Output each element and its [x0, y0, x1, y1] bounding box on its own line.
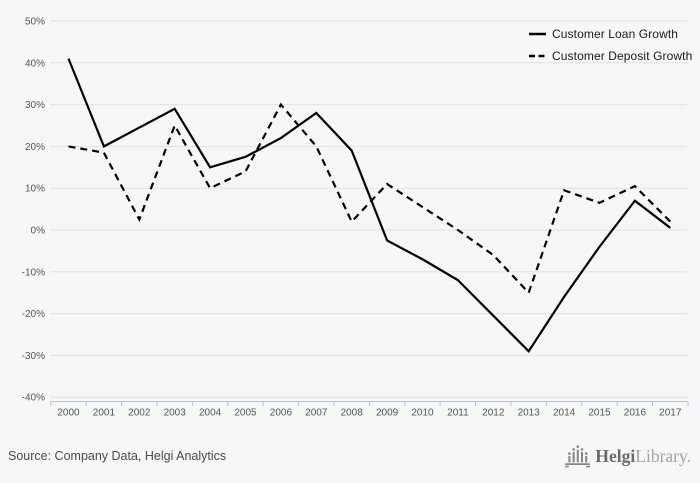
gridlines — [50, 20, 688, 398]
dashed-line-sample-icon — [529, 54, 546, 58]
solid-line-sample-icon — [529, 32, 546, 36]
x-tick-label: 2015 — [588, 408, 611, 419]
x-tick-label: 2004 — [199, 408, 222, 419]
legend-label-deposit-growth: Customer Deposit Growth — [552, 49, 693, 63]
x-axis — [50, 401, 689, 406]
x-tick-label: 2005 — [234, 408, 257, 419]
y-tick-label: -20% — [22, 309, 45, 320]
x-tick-label: 2001 — [93, 408, 116, 419]
x-tick-label: 2000 — [57, 408, 80, 419]
x-axis-labels: 2000 2001 2002 2003 2004 2005 2006 2007 2008 2009… — [57, 408, 681, 419]
x-tick-label: 2003 — [164, 408, 187, 419]
y-axis-labels: 50% 40% 30% 20% 10% 0% -10% -20% -30% -40% — [22, 17, 45, 404]
x-tick-label: 2014 — [553, 408, 576, 419]
x-tick-label: 2009 — [376, 408, 399, 419]
x-tick-label: 2010 — [411, 408, 434, 419]
logo-text-secondary: Library. — [635, 446, 691, 466]
x-tick-label: 2008 — [341, 408, 364, 419]
logo-text-primary: Helgi — [595, 446, 636, 466]
y-tick-label: 50% — [25, 17, 45, 28]
source-note: Source: Company Data, Helgi Analytics — [8, 449, 227, 463]
legend-item-customer-loan-growth: Customer Loan Growth — [529, 23, 692, 45]
x-tick-label: 2006 — [270, 408, 293, 419]
y-tick-label: 20% — [25, 142, 45, 153]
logo-text: HelgiLibrary. — [595, 446, 691, 467]
x-tick-label: 2012 — [482, 408, 505, 419]
y-tick-label: 30% — [25, 100, 45, 111]
x-tick-label: 2002 — [128, 408, 151, 419]
y-tick-label: -30% — [22, 351, 45, 362]
x-tick-label: 2013 — [518, 408, 541, 419]
x-tick-label: 2016 — [624, 408, 647, 419]
y-tick-label: 0% — [31, 226, 46, 237]
y-tick-label: 40% — [25, 58, 45, 69]
y-tick-label: 10% — [25, 184, 45, 195]
legend-item-customer-deposit-growth: Customer Deposit Growth — [529, 45, 692, 67]
chart-legend: Customer Loan Growth Customer Deposit Gr… — [529, 23, 692, 67]
x-tick-label: 2007 — [305, 408, 328, 419]
customer-loan-growth-line — [67, 58, 671, 353]
x-tick-label: 2017 — [659, 408, 682, 419]
y-tick-label: -10% — [22, 267, 45, 278]
legend-label-loan-growth: Customer Loan Growth — [552, 27, 679, 41]
x-tick-label: 2011 — [447, 408, 469, 419]
customer-deposit-growth-line — [68, 102, 672, 295]
y-tick-label: -40% — [22, 393, 45, 404]
helgi-library-logo: HelgiLibrary. — [564, 444, 691, 469]
bar-chart-logo-icon — [565, 445, 591, 468]
